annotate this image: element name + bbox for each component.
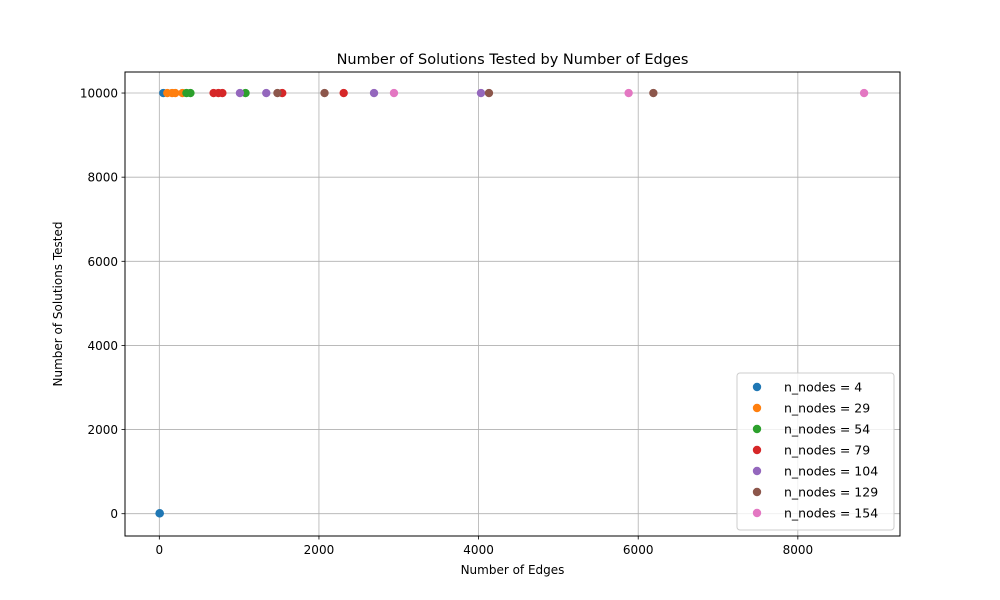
data-point bbox=[171, 88, 180, 98]
data-point bbox=[389, 88, 399, 98]
y-tick-label: 4000 bbox=[87, 339, 118, 353]
legend-marker bbox=[752, 445, 762, 455]
y-tick-label: 6000 bbox=[87, 255, 118, 269]
x-tick-label: 4000 bbox=[463, 543, 494, 557]
data-point bbox=[320, 88, 329, 98]
data-points bbox=[155, 88, 869, 518]
data-point bbox=[624, 88, 633, 98]
chart-title: Number of Solutions Tested by Number of … bbox=[337, 52, 689, 68]
data-point bbox=[859, 88, 869, 98]
legend-label: n_nodes = 129 bbox=[784, 485, 878, 500]
data-point bbox=[476, 88, 486, 98]
data-point bbox=[235, 88, 245, 98]
y-axis-label: Number of Solutions Tested bbox=[51, 222, 65, 387]
data-point bbox=[649, 88, 658, 98]
legend-label: n_nodes = 104 bbox=[784, 464, 878, 479]
legend-marker bbox=[752, 487, 762, 497]
data-point bbox=[339, 88, 348, 98]
legend-label: n_nodes = 79 bbox=[784, 443, 870, 458]
legend-marker bbox=[752, 508, 762, 518]
legend-frame bbox=[736, 372, 895, 531]
data-point bbox=[186, 88, 195, 98]
data-point bbox=[262, 88, 271, 98]
data-point bbox=[155, 509, 164, 518]
data-point bbox=[273, 88, 282, 98]
y-tick-label: 10000 bbox=[80, 87, 118, 101]
x-tick-label: 0 bbox=[155, 543, 163, 557]
legend-marker bbox=[752, 403, 762, 413]
data-point bbox=[369, 88, 379, 98]
legend-label: n_nodes = 29 bbox=[784, 401, 870, 416]
x-tick-label: 6000 bbox=[623, 543, 654, 557]
data-point bbox=[218, 88, 227, 98]
x-axis-label: Number of Edges bbox=[461, 563, 565, 577]
data-point bbox=[484, 88, 494, 98]
x-tick-label: 2000 bbox=[304, 543, 335, 557]
y-tick-label: 2000 bbox=[87, 423, 118, 437]
legend-marker bbox=[752, 382, 762, 392]
axis-ticks: 0 2000 4000 6000 8000 0 2000 4000 6000 8000 10000 bbox=[80, 87, 813, 557]
y-tick-label: 0 bbox=[110, 507, 118, 521]
legend: n_nodes = 4 n_nodes = 29 n_nodes = 54 n_nod… bbox=[736, 372, 895, 531]
y-tick-label: 8000 bbox=[87, 171, 118, 185]
legend-label: n_nodes = 154 bbox=[784, 506, 878, 521]
legend-label: n_nodes = 54 bbox=[784, 422, 870, 437]
legend-label: n_nodes = 4 bbox=[784, 380, 862, 395]
legend-marker bbox=[752, 466, 762, 476]
legend-marker bbox=[752, 424, 762, 434]
x-tick-label: 8000 bbox=[783, 543, 814, 557]
plot-area-frame bbox=[124, 71, 901, 537]
